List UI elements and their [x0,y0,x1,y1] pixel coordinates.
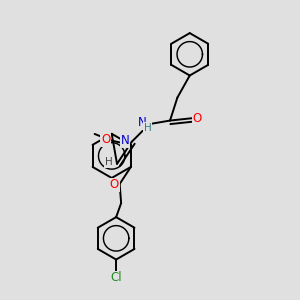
Text: O: O [110,178,119,191]
Text: O: O [193,112,202,125]
Text: H: H [105,157,113,167]
Text: O: O [101,133,110,146]
Text: N: N [121,134,130,147]
Text: Cl: Cl [110,271,122,284]
Text: N: N [138,116,147,129]
Text: H: H [144,123,152,133]
